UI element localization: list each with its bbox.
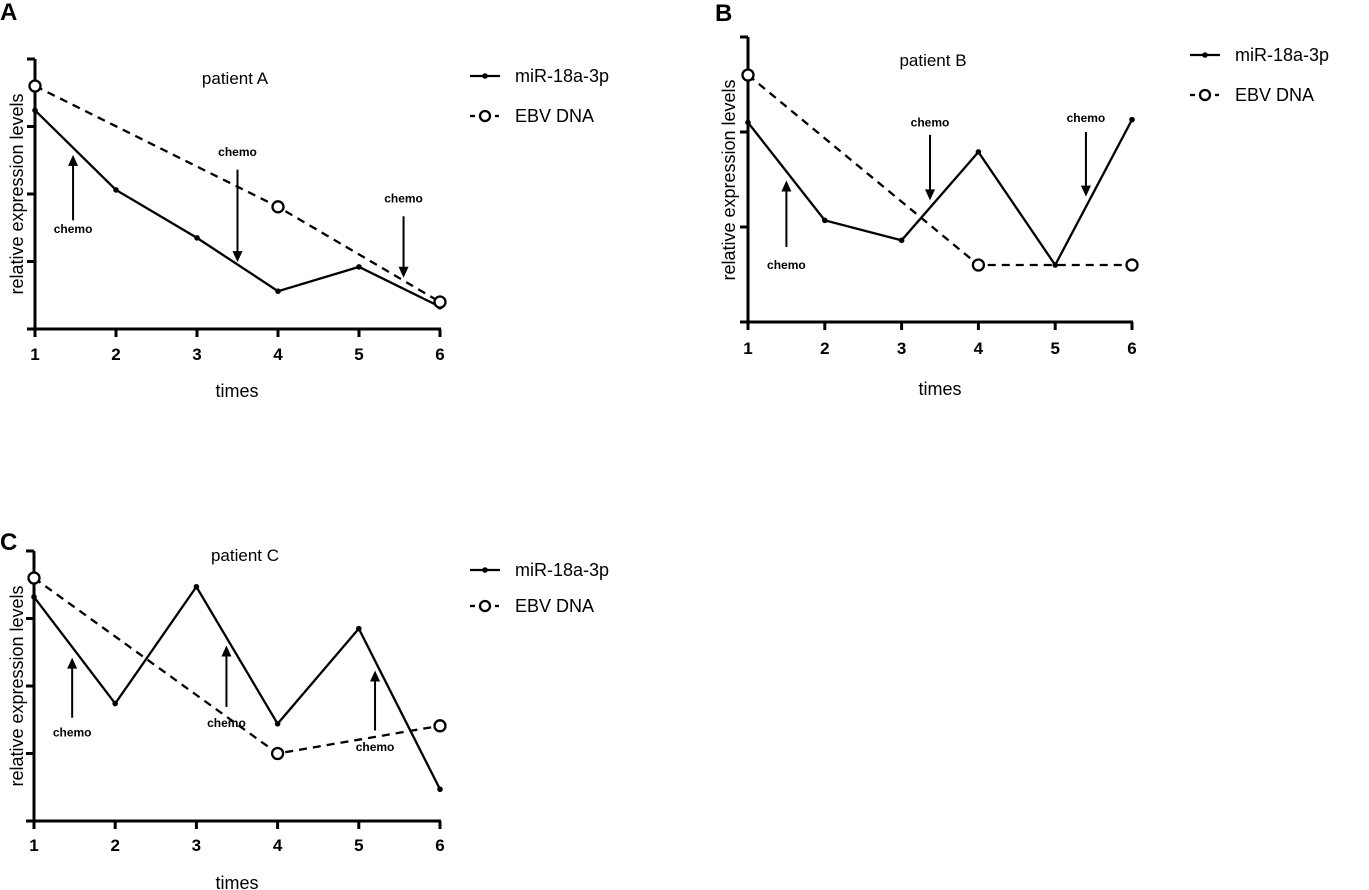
data-point-mir-18a-3p — [356, 264, 362, 270]
arrowhead-icon — [221, 645, 232, 657]
data-point-ebv-dna — [433, 295, 447, 309]
arrowhead-icon — [1080, 185, 1091, 197]
arrowhead-icon — [370, 670, 381, 682]
legend-label: EBV DNA — [515, 106, 594, 126]
legend-label: miR-18a-3p — [515, 66, 609, 86]
x-tick-label: 2 — [820, 339, 829, 358]
arrowhead-icon — [68, 154, 79, 166]
series-line-mir-18a-3p — [34, 109, 441, 308]
x-tick-label: 2 — [110, 836, 119, 855]
data-point-ebv-dna — [271, 200, 285, 214]
data-point-ebv-dna — [28, 79, 42, 93]
chemo-label: chemo — [356, 740, 395, 754]
legend-marker-dot — [482, 567, 488, 573]
legend-marker-circle — [478, 109, 492, 123]
legend-marker-circle — [478, 599, 492, 613]
legend-marker-circle — [1198, 88, 1212, 102]
x-axis-label: times — [215, 873, 258, 890]
chemo-label: chemo — [218, 145, 257, 159]
x-tick-label: 6 — [1127, 339, 1136, 358]
arrowhead-icon — [67, 657, 78, 669]
x-tick-label: 1 — [30, 345, 39, 364]
chart-title: patient A — [202, 69, 269, 88]
x-tick-label: 6 — [435, 836, 444, 855]
data-point-mir-18a-3p — [1052, 262, 1058, 268]
x-tick-label: 3 — [897, 339, 906, 358]
chemo-label: chemo — [767, 258, 806, 272]
data-point-ebv-dna — [1125, 258, 1139, 272]
chemo-label: chemo — [1067, 111, 1106, 125]
data-point-mir-18a-3p — [113, 187, 119, 193]
data-point-mir-18a-3p — [274, 721, 281, 727]
data-point-mir-18a-3p — [745, 119, 751, 126]
data-point-mir-18a-3p — [437, 786, 443, 793]
series-line-mir-18a-3p — [747, 119, 1134, 268]
legend-label: miR-18a-3p — [515, 560, 609, 580]
arrowhead-icon — [925, 189, 936, 201]
data-point-mir-18a-3p — [32, 107, 38, 114]
x-tick-label: 3 — [192, 345, 201, 364]
data-point-mir-18a-3p — [194, 235, 200, 241]
data-point-mir-18a-3p — [275, 288, 281, 295]
data-point-ebv-dna — [270, 746, 285, 761]
x-tick-label: 2 — [111, 345, 120, 364]
data-point-mir-18a-3p — [112, 700, 118, 707]
data-point-mir-18a-3p — [975, 149, 982, 155]
x-tick-label: 3 — [192, 836, 201, 855]
x-tick-label: 5 — [1050, 339, 1059, 358]
x-tick-label: 4 — [974, 339, 984, 358]
chemo-label: chemo — [54, 222, 93, 236]
y-axis-label: relative expression levels — [719, 79, 739, 280]
data-point-ebv-dna — [741, 68, 755, 82]
panel-letter: B — [715, 0, 732, 27]
data-point-mir-18a-3p — [193, 583, 200, 590]
y-axis-label: relative expression levels — [7, 585, 27, 786]
x-axis-label: times — [215, 381, 258, 401]
x-tick-label: 4 — [273, 836, 283, 855]
panel-letter: A — [0, 0, 17, 26]
legend-marker-dot — [482, 73, 488, 79]
data-point-mir-18a-3p — [822, 217, 828, 224]
x-axis-label: times — [918, 379, 961, 399]
legend-label: EBV DNA — [515, 596, 594, 616]
arrowhead-icon — [781, 180, 792, 192]
data-point-mir-18a-3p — [356, 625, 362, 632]
data-point-mir-18a-3p — [31, 594, 37, 600]
legend-marker-dot — [1202, 52, 1208, 58]
y-axis-label: relative expression levels — [7, 93, 27, 294]
series-line-mir-18a-3p — [33, 584, 442, 790]
arrowhead-icon — [398, 266, 409, 278]
data-point-ebv-dna — [433, 719, 447, 733]
data-point-ebv-dna — [27, 571, 41, 585]
x-tick-label: 5 — [354, 836, 363, 855]
data-point-mir-18a-3p — [898, 237, 905, 244]
chart-title: patient C — [211, 546, 279, 565]
x-tick-label: 5 — [354, 345, 363, 364]
chemo-label: chemo — [53, 726, 92, 740]
chart-title: patient B — [899, 51, 966, 70]
chemo-label: chemo — [207, 716, 246, 730]
legend-label: miR-18a-3p — [1235, 45, 1329, 65]
x-tick-label: 1 — [29, 836, 38, 855]
data-point-ebv-dna — [971, 258, 986, 272]
arrowhead-icon — [232, 251, 243, 263]
chemo-label: chemo — [911, 116, 950, 130]
x-tick-label: 1 — [743, 339, 752, 358]
chemo-label: chemo — [384, 192, 423, 206]
x-tick-label: 4 — [273, 345, 283, 364]
data-point-mir-18a-3p — [1129, 116, 1135, 123]
x-tick-label: 6 — [435, 345, 444, 364]
legend-label: EBV DNA — [1235, 85, 1314, 105]
series-line-ebv-dna — [747, 74, 1132, 267]
panel-letter: C — [0, 529, 17, 556]
